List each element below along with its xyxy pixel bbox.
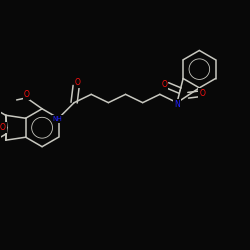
Text: O: O	[24, 90, 30, 99]
Text: O: O	[74, 78, 80, 87]
Text: NH: NH	[53, 116, 62, 121]
Text: N: N	[174, 100, 180, 109]
Text: O: O	[0, 123, 6, 132]
Text: O: O	[162, 80, 168, 89]
Text: O: O	[199, 90, 205, 98]
